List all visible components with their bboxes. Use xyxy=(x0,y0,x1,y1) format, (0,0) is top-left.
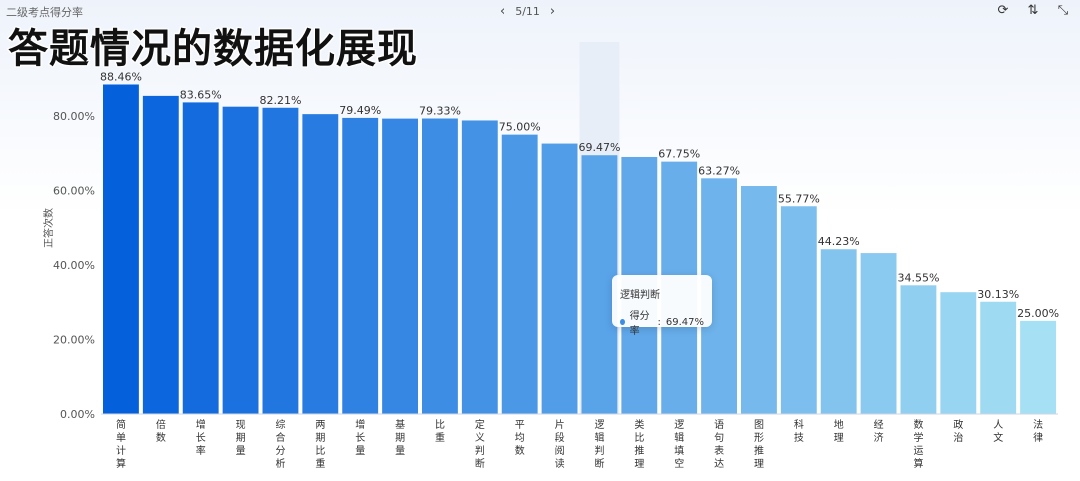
data-label: 79.33% xyxy=(419,104,461,117)
data-label: 63.27% xyxy=(698,164,740,177)
x-tick-label: 增长率 xyxy=(196,418,206,457)
x-tick-label: 地理 xyxy=(834,418,844,444)
x-tick-label: 简单计算 xyxy=(116,418,126,470)
page-indicator: 5/11 xyxy=(515,5,540,18)
bar[interactable] xyxy=(581,155,618,414)
x-tick-label: 逻辑判断 xyxy=(594,419,604,470)
y-tick-label: 0.00% xyxy=(60,408,95,421)
next-arrow-icon[interactable]: › xyxy=(549,4,556,19)
bar[interactable] xyxy=(820,249,857,414)
collapse-icon[interactable]: ⤡ xyxy=(1057,3,1069,18)
data-label: 83.65% xyxy=(180,88,222,101)
data-label: 34.55% xyxy=(897,271,939,284)
x-tick-label: 图形推理 xyxy=(754,419,764,470)
x-tick-label: 现期量 xyxy=(236,419,246,457)
x-tick-label: 法律 xyxy=(1033,418,1043,444)
chart-toolbar: 二级考点得分率 ‹ 5/11 › ⟳ ⇅ ⤡ xyxy=(0,0,1080,26)
bar[interactable] xyxy=(342,117,379,414)
data-label: 75.00% xyxy=(499,121,541,134)
y-tick-label: 80.00% xyxy=(53,110,95,123)
data-label: 82.21% xyxy=(259,94,301,107)
x-tick-label: 数学运算 xyxy=(913,418,923,470)
bar[interactable] xyxy=(302,114,339,414)
y-tick-label: 20.00% xyxy=(53,334,95,347)
x-tick-label: 科技 xyxy=(794,418,804,444)
x-tick-label: 平均数 xyxy=(515,420,525,457)
bar[interactable] xyxy=(741,186,777,414)
sort-icon[interactable]: ⇅ xyxy=(1027,3,1039,18)
data-label: 25.00% xyxy=(1017,307,1059,320)
chart-subtitle: 二级考点得分率 xyxy=(6,6,83,19)
x-tick-label: 逻辑填空 xyxy=(674,419,684,470)
tooltip-dot-icon xyxy=(620,319,625,325)
x-tick-label: 政治 xyxy=(953,418,963,444)
bar[interactable] xyxy=(980,301,1017,414)
x-tick-label: 基期量 xyxy=(395,418,405,457)
bar[interactable] xyxy=(940,292,977,414)
x-tick-label: 增长量 xyxy=(355,418,365,457)
x-tick-label: 倍数 xyxy=(156,418,166,444)
bar[interactable] xyxy=(222,106,259,414)
x-tick-label: 人文 xyxy=(993,419,1003,444)
bar[interactable] xyxy=(461,120,498,414)
bar[interactable] xyxy=(1020,320,1056,414)
bar[interactable] xyxy=(182,102,219,414)
tooltip-series-label: 得分率 xyxy=(629,311,650,337)
tooltip-title: 逻辑判断 xyxy=(620,290,660,301)
data-label: 79.49% xyxy=(339,104,381,117)
tooltip-value: 69.47% xyxy=(665,316,704,328)
y-axis-label: 正答次数 xyxy=(42,208,55,248)
overlay-title: 答题情况的数据化展现 xyxy=(7,25,418,73)
bar[interactable] xyxy=(541,143,578,414)
tooltip-row: 得分率: 69.47% xyxy=(620,307,704,337)
pager: ‹ 5/11 › xyxy=(500,4,555,19)
x-tick-label: 语句表达 xyxy=(714,419,724,470)
bar[interactable] xyxy=(422,118,458,414)
toolbar-tools: ⟳ ⇅ ⤡ xyxy=(996,4,1070,18)
bar[interactable] xyxy=(900,285,937,414)
data-label: 44.23% xyxy=(818,235,860,248)
data-label: 67.75% xyxy=(658,148,700,161)
chart-tooltip: 逻辑判断 得分率: 69.47% xyxy=(612,275,712,337)
bar[interactable] xyxy=(103,84,139,414)
refresh-icon[interactable]: ⟳ xyxy=(997,3,1009,18)
bar[interactable] xyxy=(780,206,817,414)
data-label: 88.46% xyxy=(100,70,142,83)
x-tick-label: 类比推理 xyxy=(634,418,644,470)
data-label: 30.13% xyxy=(977,288,1019,301)
x-tick-label: 比重 xyxy=(435,419,445,444)
x-tick-label: 片段阅读 xyxy=(555,418,565,470)
y-tick-label: 60.00% xyxy=(53,185,95,198)
prev-arrow-icon[interactable]: ‹ xyxy=(500,4,506,19)
x-tick-label: 经济 xyxy=(874,418,884,444)
bar[interactable] xyxy=(501,134,538,414)
x-tick-label: 综合分析 xyxy=(275,418,285,470)
bar[interactable] xyxy=(382,118,418,415)
x-tick-label: 两期比重 xyxy=(315,420,325,470)
data-label: 69.47% xyxy=(578,141,620,154)
bar[interactable] xyxy=(142,95,179,414)
y-tick-label: 40.00% xyxy=(53,259,95,272)
bar[interactable] xyxy=(262,107,299,414)
data-label: 55.77% xyxy=(778,192,820,205)
bar[interactable] xyxy=(860,253,897,414)
x-tick-label: 定义判断 xyxy=(475,418,485,470)
